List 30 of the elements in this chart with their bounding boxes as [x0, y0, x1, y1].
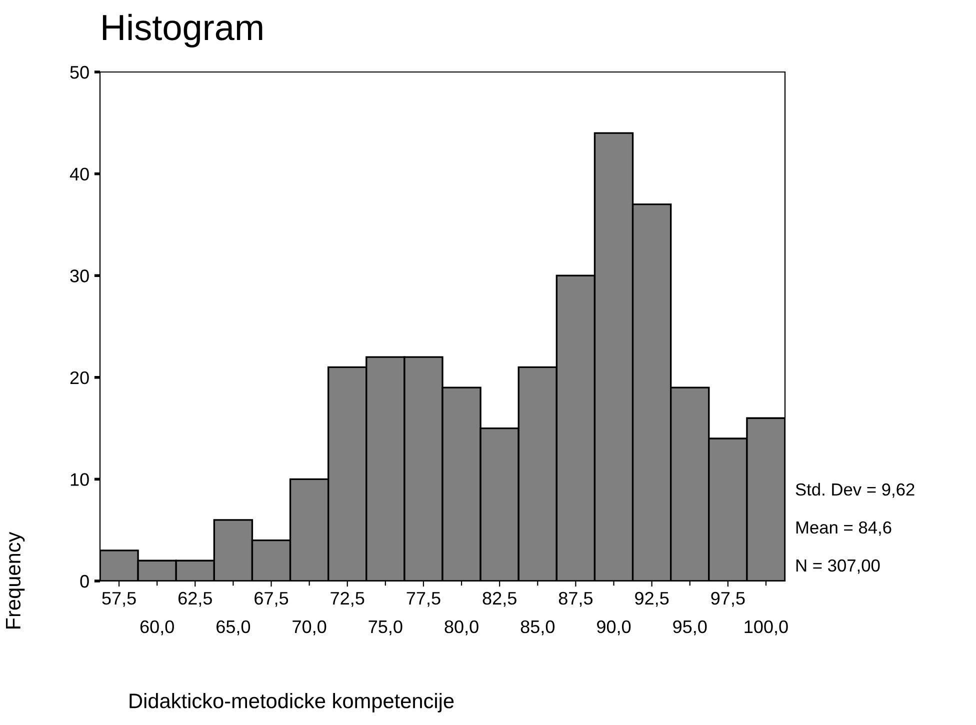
x-axis-title: Didakticko-metodicke kompetencije: [130, 693, 454, 712]
x-tick-label: 67,5: [254, 592, 288, 607]
x-tick-label: 77,5: [406, 592, 440, 607]
y-tick-label: 50: [70, 66, 89, 79]
y-tick-label: 40: [70, 168, 89, 181]
y-tick-label: 0: [80, 574, 89, 588]
x-tick-label: 87,5: [558, 592, 593, 607]
y-tick-label: 30: [70, 270, 89, 282]
y-tick-label: 10: [70, 473, 89, 486]
x2-tick-label: 85,0: [520, 620, 555, 636]
x2-tick-label: 100,0: [744, 620, 788, 636]
text: Std. Dev = 9,62: [796, 482, 914, 498]
text: Mean = 84,6: [796, 521, 892, 536]
x-tick-label: 72,5: [330, 592, 364, 607]
x-tick-label: 92,5: [635, 592, 669, 607]
x-tick-label: 82,5: [482, 592, 516, 607]
x2-tick-label: 95,0: [673, 620, 707, 636]
x-tick-label: 57,5: [102, 592, 136, 607]
text: N = 307,00: [796, 559, 880, 574]
x-tick-label: 97,5: [711, 592, 745, 607]
x2-tick-label: 75,0: [368, 620, 402, 636]
y-axis-title: Frequency: [6, 532, 25, 628]
x2-tick-label: 60,0: [140, 620, 174, 636]
x2-tick-label: 70,0: [292, 620, 326, 636]
x2-tick-label: 65,0: [216, 620, 250, 636]
y-tick-label: 20: [70, 371, 89, 384]
x-tick-label: 62,5: [178, 592, 212, 607]
x2-tick-label: 90,0: [597, 620, 631, 636]
x2-tick-label: 80,0: [444, 620, 478, 636]
chart-title: Histogram: [102, 14, 262, 48]
